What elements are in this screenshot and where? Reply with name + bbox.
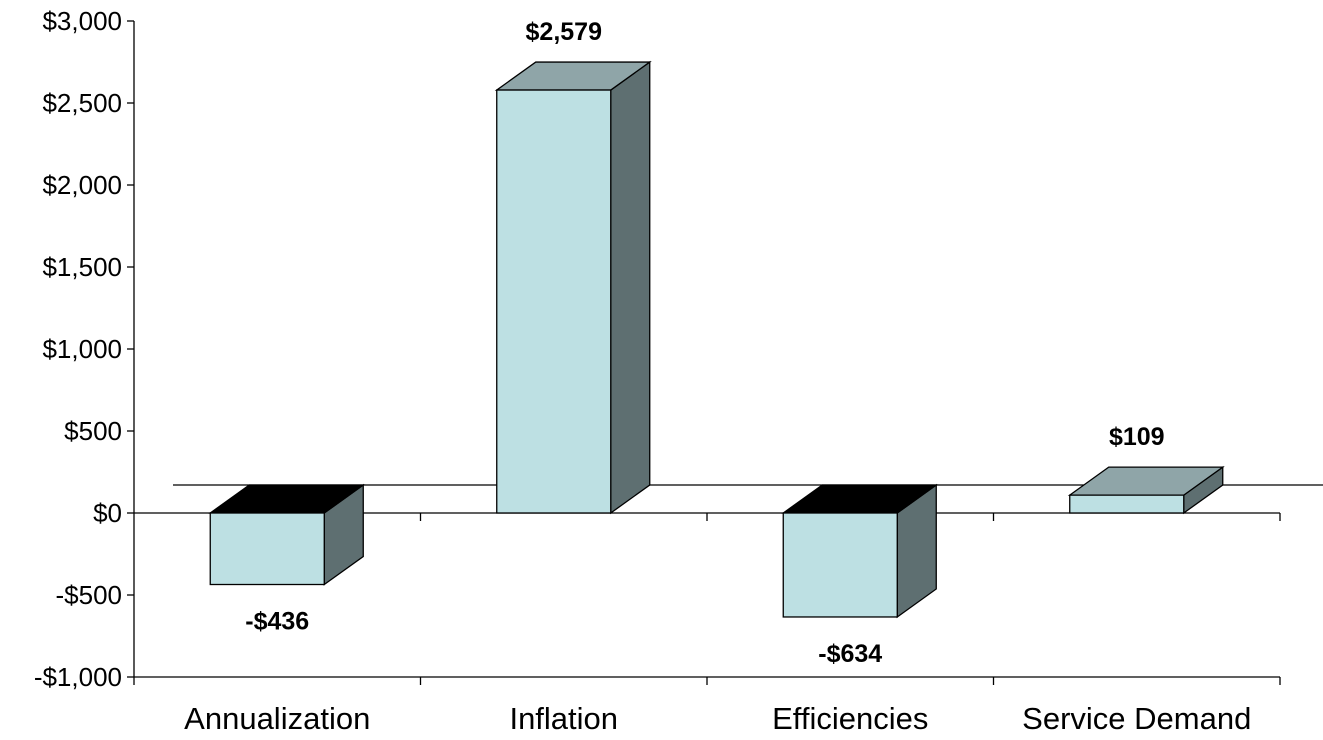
y-tick-label: $1,000 [42,334,122,364]
category-label: Efficiencies [772,701,928,735]
bar [208,483,366,586]
y-tick-label: -$500 [56,580,123,610]
category-label: Service Demand [1022,701,1251,735]
category-label: Annualization [184,701,370,735]
y-tick-label: -$1,000 [34,662,122,692]
data-label: $2,579 [526,18,602,46]
data-label: -$634 [818,640,882,668]
y-tick-label: $2,500 [42,88,122,118]
axes-group: $3,000 $2,500 $2,000 $1,500 $1,000 $500 $0 -$50… [34,6,1281,692]
bar-front-face [782,512,898,618]
category-label: Inflation [509,701,618,735]
data-label: -$436 [245,608,309,636]
bar-front-face [209,512,325,586]
y-tick-label: $0 [93,498,122,528]
y-tick-label: $1,500 [42,252,122,282]
y-tick-label: $500 [64,416,122,446]
data-label: $109 [1109,423,1165,451]
bar-front-face [1069,494,1185,514]
bar [781,483,939,619]
y-tick-label: $3,000 [42,6,122,36]
bars-group [208,60,1225,619]
labels-group: Annualization Inflation Efficiencies Servic… [184,18,1251,736]
bar [1067,465,1225,515]
bar [494,60,652,515]
bar-side-face [610,60,651,515]
y-tick-label: $2,000 [42,170,122,200]
bar-front-face [496,89,612,514]
